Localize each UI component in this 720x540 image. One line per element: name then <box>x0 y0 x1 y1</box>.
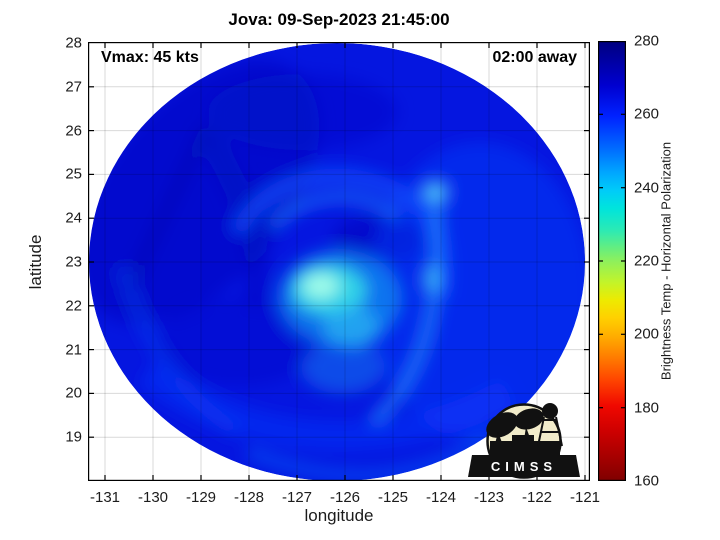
y-tick-label: 24 <box>65 209 82 227</box>
colorbar-gradient <box>598 41 626 481</box>
cimss-logo-text: CIMSS <box>491 459 557 474</box>
y-tick-label: 28 <box>65 34 82 52</box>
x-tick-label: -127 <box>281 489 313 506</box>
eta-annotation: 02:00 away <box>492 49 577 66</box>
colorbar-axis-label: Brightness Temp - Horizontal Polarizatio… <box>658 141 674 381</box>
y-tick-label: 19 <box>65 428 82 446</box>
plot-area: CIMSS Vmax: 45 kts 02:00 away <box>88 42 590 481</box>
colorbar-ticks <box>599 113 625 409</box>
y-tick-label: 21 <box>65 341 82 359</box>
x-tick-label: -123 <box>473 489 505 506</box>
colorbar-tick-label: 180 <box>634 399 660 417</box>
colorbar-tick-label: 160 <box>634 472 660 490</box>
plot-title: Jova: 09-Sep-2023 21:45:00 <box>228 10 450 29</box>
x-tick-label: -121 <box>569 489 601 506</box>
vmax-annotation: Vmax: 45 kts <box>101 49 199 66</box>
colorbar <box>598 41 626 481</box>
colorbar-tick-label: 280 <box>634 32 660 50</box>
x-tick-label: -130 <box>137 489 169 506</box>
y-tick-label: 25 <box>65 165 82 183</box>
x-tick-label: -126 <box>329 489 361 506</box>
colorbar-tick-label: 240 <box>634 179 660 197</box>
x-axis-label: longitude <box>304 506 374 525</box>
x-tick-label: -129 <box>185 489 217 506</box>
axis-ticks <box>89 43 589 480</box>
x-tick-label: -131 <box>89 489 121 506</box>
cimss-logo: CIMSS <box>468 403 580 479</box>
satellite-swath-image: CIMSS <box>88 42 590 481</box>
y-tick-label: 27 <box>65 78 82 96</box>
x-tick-label: -122 <box>521 489 553 506</box>
y-tick-label: 20 <box>65 384 82 402</box>
x-tick-label: -124 <box>425 489 457 506</box>
x-tick-label: -128 <box>233 489 265 506</box>
colorbar-tick-label: 200 <box>634 325 660 343</box>
y-tick-label: 22 <box>65 297 82 315</box>
y-tick-label: 26 <box>65 122 82 140</box>
colorbar-tick-label: 220 <box>634 252 660 270</box>
axes-box <box>88 42 590 481</box>
y-tick-label: 23 <box>65 253 82 271</box>
x-tick-label: -125 <box>377 489 409 506</box>
colorbar-tick-label: 260 <box>634 105 660 123</box>
